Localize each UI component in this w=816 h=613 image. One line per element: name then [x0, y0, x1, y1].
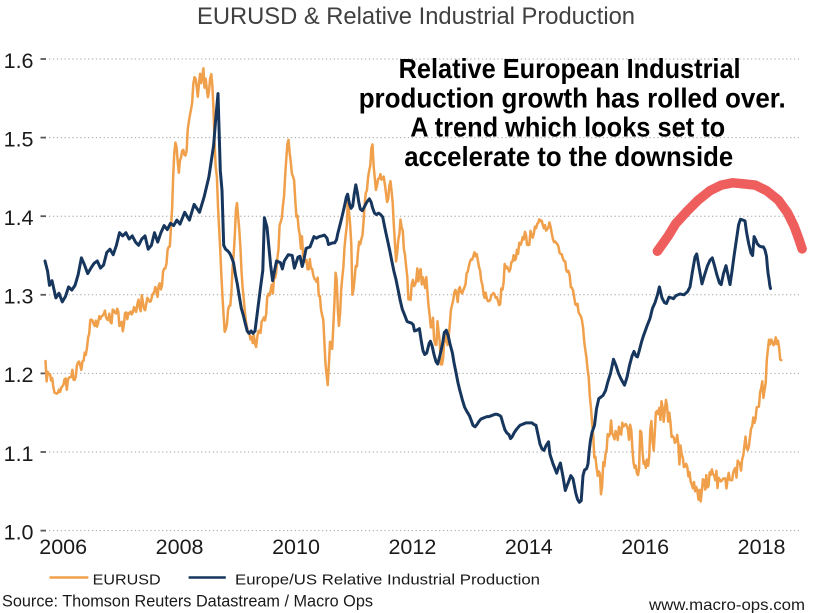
svg-text:1.2: 1.2 — [4, 363, 34, 387]
svg-text:2016: 2016 — [621, 535, 669, 559]
svg-text:EURUSD & Relative Industrial P: EURUSD & Relative Industrial Production — [197, 3, 635, 30]
svg-text:EURUSD: EURUSD — [93, 573, 161, 589]
svg-text:2018: 2018 — [738, 535, 786, 559]
svg-text:2006: 2006 — [39, 535, 87, 559]
svg-text:production growth has rolled o: production growth has rolled over. — [359, 82, 786, 113]
svg-text:accelerate to the downside: accelerate to the downside — [404, 141, 733, 172]
svg-text:www.macro-ops.com: www.macro-ops.com — [648, 597, 805, 613]
svg-text:1.4: 1.4 — [4, 206, 34, 230]
svg-text:1.1: 1.1 — [4, 442, 34, 466]
svg-text:Relative European Industrial: Relative European Industrial — [399, 53, 741, 84]
svg-text:2008: 2008 — [156, 535, 204, 559]
svg-text:Europe/US Relative Industrial: Europe/US Relative Industrial Production — [235, 573, 540, 589]
svg-text:1.5: 1.5 — [4, 127, 34, 151]
svg-text:2014: 2014 — [505, 535, 553, 559]
svg-text:Source: Thomson Reuters Datast: Source: Thomson Reuters Datastream / Mac… — [2, 592, 373, 611]
svg-text:1.0: 1.0 — [4, 520, 34, 544]
svg-text:1.6: 1.6 — [4, 49, 34, 73]
svg-text:1.3: 1.3 — [4, 285, 34, 309]
svg-text:2012: 2012 — [388, 535, 436, 559]
svg-text:A trend which looks set to: A trend which looks set to — [410, 112, 725, 143]
svg-text:2010: 2010 — [272, 535, 320, 559]
